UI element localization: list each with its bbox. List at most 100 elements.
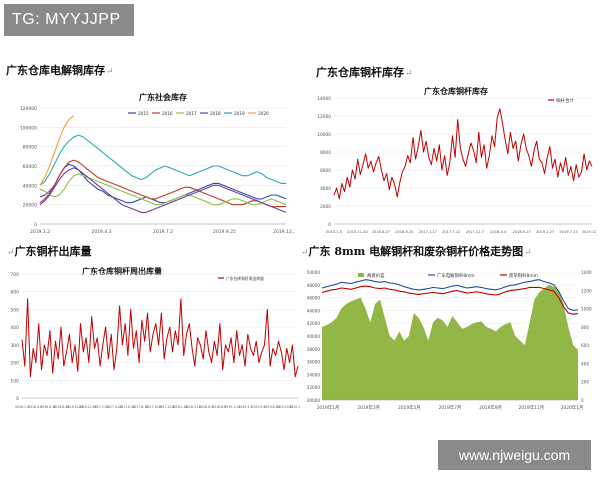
legend-label: 废杂铜杆8mm [509, 272, 538, 279]
legend-label: 2016 [162, 111, 173, 116]
x-tick-label: 2019.4.3 [91, 229, 111, 235]
x-tick-label: 2017.10.9 [146, 405, 162, 409]
x-tick-label: 2017.8.14 [132, 405, 148, 409]
x-tick-label: 2019.2.27 [536, 230, 554, 234]
x-tick-label: 2016.10.21 [66, 405, 84, 409]
return-mark-icon: ↵ [524, 248, 532, 258]
series-line-2019 [39, 134, 286, 186]
y-tick-label: 2000 [320, 204, 331, 210]
heading-text: 广东仓库铜杆库存 [316, 66, 404, 79]
series-line-electrolytic-rod [321, 279, 579, 311]
y-tick-label: 0 [328, 222, 331, 228]
y-right-tick-label: 600 [581, 343, 589, 348]
x-tick-label: 2019.10.21 [276, 405, 294, 409]
y-left-tick-label: 46000 [307, 296, 321, 301]
y-tick-label: 0 [16, 396, 19, 402]
y-left-tick-label: 30000 [307, 398, 321, 403]
x-tick-label: 2019.5.6 [252, 405, 266, 409]
series-line-2018 [39, 167, 287, 213]
y-left-tick-label: 40000 [307, 334, 321, 339]
x-tick-label: 2019年3月 [357, 404, 380, 411]
y-tick-label: 700 [10, 272, 19, 278]
y-tick-label: 20000 [23, 203, 37, 209]
chart-title: 广东社会库存 [139, 92, 187, 102]
x-tick-label: 2020年1月 [561, 404, 584, 411]
legend-label: 2017 [186, 111, 197, 116]
heading-electrolytic-copper-inventory: 广东仓库电解铜库存↵ [6, 62, 114, 78]
x-tick-label: 2017.4.13 [106, 405, 122, 409]
legend-swatch [358, 273, 364, 277]
heading-copper-rod-outbound: ↵广东铜杆出库量 [6, 243, 92, 259]
y-tick-label: 400 [10, 325, 19, 331]
y-tick-label: 12000 [317, 114, 331, 120]
x-tick-label: 2019.1.29 [224, 405, 240, 409]
y-right-tick-label: 1200 [581, 288, 592, 293]
x-tick-label: 2019.8.30 [264, 405, 280, 409]
x-tick-label: 2019.7.2 [153, 229, 173, 235]
x-tick-label: 2015.1.5 [326, 230, 342, 234]
x-tick-label: 2016.9.20 [395, 230, 414, 234]
heading-text: 广东铜杆出库量 [14, 245, 92, 258]
heading-copper-rod-inventory: 广东仓库铜杆库存↵ [316, 64, 413, 80]
y-tick-label: 6000 [320, 168, 331, 174]
y-tick-label: 14000 [317, 96, 331, 102]
y-tick-label: 4000 [320, 186, 331, 192]
watermark-bottom-right: www.njweigu.com [438, 440, 591, 470]
y-left-tick-label: 32000 [307, 385, 321, 390]
y-left-tick-label: 50000 [307, 270, 321, 275]
x-tick-label: 2019.1.2 [30, 229, 50, 235]
legend-label: 两者价差 [367, 272, 385, 279]
x-tick-label: 2017.12.7 [466, 230, 484, 234]
series-line-2020 [39, 115, 75, 186]
x-tick-label: 2018.8.9 [212, 405, 226, 409]
y-left-tick-label: 44000 [307, 308, 321, 313]
heading-text: 广东仓库电解铜库存 [6, 64, 105, 77]
x-tick-label: 2016.1.4 [15, 405, 29, 409]
y-left-tick-label: 42000 [307, 321, 321, 326]
watermark-top-left: TG: MYYJJPP [4, 4, 134, 36]
y-tick-label: 40000 [23, 183, 37, 189]
return-mark-icon: ↵ [7, 248, 15, 258]
chart-price-trend: 30000 32000 34000 36000 38000 40000 42000 44000… [307, 270, 592, 411]
legend-label: 铜杆合计 [556, 97, 574, 104]
x-tick-label: 2019年1月 [317, 404, 340, 411]
x-tick-label: 2018.5.4 [490, 230, 507, 234]
legend-label: 广东电解铜杆8mm [437, 272, 475, 279]
series-line-outbound [21, 298, 299, 378]
y-tick-label: 10000 [317, 132, 331, 138]
y-tick-label: 100 [10, 378, 19, 384]
chart-title: 广东仓库铜杆周出库量 [82, 266, 162, 276]
x-tick-label: 2019.12.25 [273, 229, 294, 235]
y-tick-label: 120000 [20, 106, 37, 112]
x-tick-label: 2019.11.26 [289, 405, 300, 409]
x-tick-label: 2018.9.27 [512, 230, 530, 234]
x-tick-label: 2019.12.18 [582, 230, 596, 234]
heading-price-trend: ↵广东 8mm 电解铜杆和废杂铜杆价格走势图↵ [300, 243, 532, 259]
legend-label: 2015 [138, 111, 149, 116]
y-tick-label: 200 [10, 361, 19, 367]
series-line-2017 [39, 173, 287, 206]
legend-label: 广东仓库铜杆周出库量 [226, 276, 264, 281]
legend-label: 2019 [234, 111, 245, 116]
y-right-tick-label: 1400 [581, 270, 592, 275]
y-tick-label: 500 [10, 307, 19, 313]
y-left-tick-label: 48000 [307, 283, 321, 288]
x-tick-label: 2017.2.10 [93, 405, 109, 409]
x-tick-label: 2018.6.4 [199, 405, 213, 409]
y-tick-label: 80000 [23, 145, 37, 151]
chart-panel-price-trend: 30000 32000 34000 36000 38000 40000 42000 44000… [300, 258, 600, 416]
y-tick-label: 600 [10, 290, 19, 296]
x-tick-label: 2016.4.5 [28, 405, 42, 409]
return-mark-icon: ↵ [405, 69, 413, 79]
chart-rod-outbound: 广东仓库铜杆周出库量广东仓库铜杆周出库量01002003004005006007… [10, 266, 300, 409]
x-tick-label: 2018.1.31 [172, 405, 188, 409]
return-mark-icon: ↵ [106, 67, 114, 77]
legend-label: 2020 [258, 111, 269, 116]
series-line-rod-total [333, 108, 593, 200]
return-mark-icon: ↵ [301, 248, 309, 258]
y-left-tick-label: 36000 [307, 360, 321, 365]
x-tick-label: 2016.8.26 [54, 405, 70, 409]
x-tick-label: 2019年9月 [479, 404, 502, 411]
x-tick-label: 2019.7.23 [559, 230, 577, 234]
